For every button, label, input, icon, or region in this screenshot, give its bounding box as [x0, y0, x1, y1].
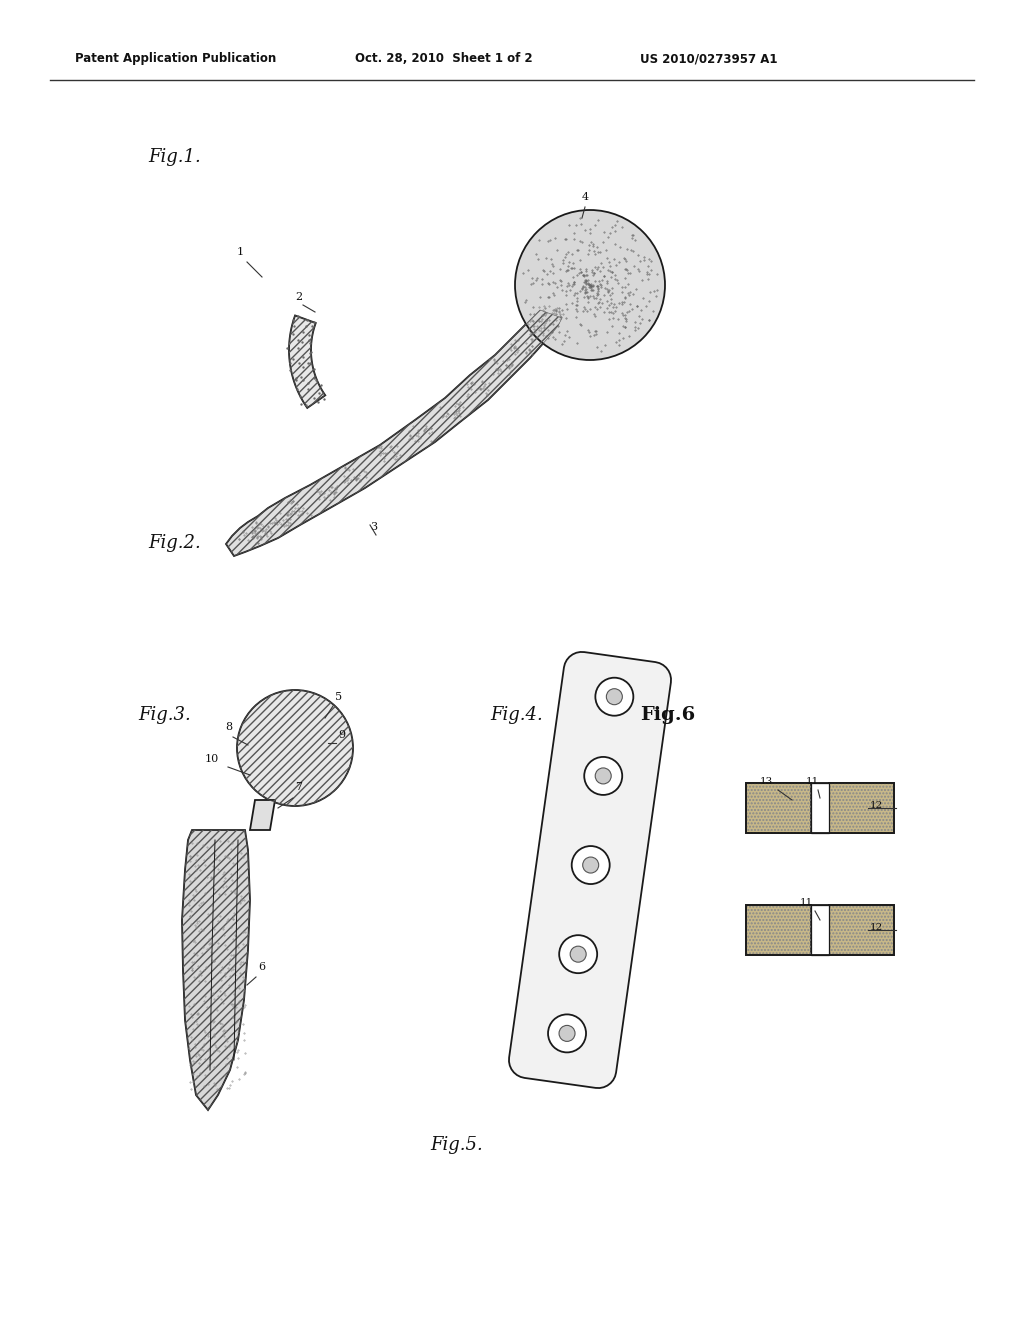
Text: 7: 7: [295, 781, 302, 792]
Polygon shape: [746, 906, 811, 954]
Text: Fig.2.: Fig.2.: [148, 535, 201, 552]
Text: 1: 1: [237, 247, 244, 257]
Text: Fig.1.: Fig.1.: [148, 148, 201, 166]
Text: 11: 11: [806, 777, 819, 785]
Circle shape: [571, 846, 609, 884]
Text: Fig.4.: Fig.4.: [490, 706, 543, 723]
Polygon shape: [226, 310, 562, 556]
Text: 5: 5: [335, 692, 342, 702]
Text: Fig.3.: Fig.3.: [138, 706, 190, 723]
Circle shape: [548, 1014, 586, 1052]
Text: 12: 12: [870, 923, 884, 932]
Text: 2: 2: [295, 292, 302, 302]
Text: Fig.5.: Fig.5.: [430, 1137, 482, 1154]
Circle shape: [515, 210, 665, 360]
Polygon shape: [829, 906, 894, 954]
Text: 6: 6: [258, 962, 265, 972]
Text: 13: 13: [760, 777, 773, 785]
Circle shape: [585, 756, 623, 795]
Circle shape: [583, 857, 599, 873]
Text: 9: 9: [338, 730, 345, 741]
Polygon shape: [182, 830, 250, 1110]
Circle shape: [559, 1026, 575, 1041]
Text: 8: 8: [225, 722, 232, 733]
Polygon shape: [289, 315, 326, 408]
Polygon shape: [250, 800, 275, 830]
Text: 4: 4: [582, 191, 589, 202]
Text: 3: 3: [370, 521, 377, 532]
Circle shape: [606, 689, 623, 705]
Circle shape: [570, 946, 586, 962]
Text: 12: 12: [870, 801, 884, 810]
Polygon shape: [811, 783, 829, 833]
Circle shape: [237, 690, 353, 807]
Text: Fig.6: Fig.6: [640, 706, 695, 723]
Polygon shape: [509, 652, 671, 1088]
Text: Patent Application Publication: Patent Application Publication: [75, 51, 276, 65]
Text: 11: 11: [800, 898, 813, 907]
Text: US 2010/0273957 A1: US 2010/0273957 A1: [640, 51, 777, 65]
Polygon shape: [746, 783, 811, 833]
Polygon shape: [811, 906, 829, 954]
Text: Oct. 28, 2010  Sheet 1 of 2: Oct. 28, 2010 Sheet 1 of 2: [355, 51, 532, 65]
Circle shape: [595, 768, 611, 784]
Text: 10: 10: [205, 754, 219, 764]
Circle shape: [595, 677, 634, 715]
Polygon shape: [829, 783, 894, 833]
Circle shape: [559, 935, 597, 973]
